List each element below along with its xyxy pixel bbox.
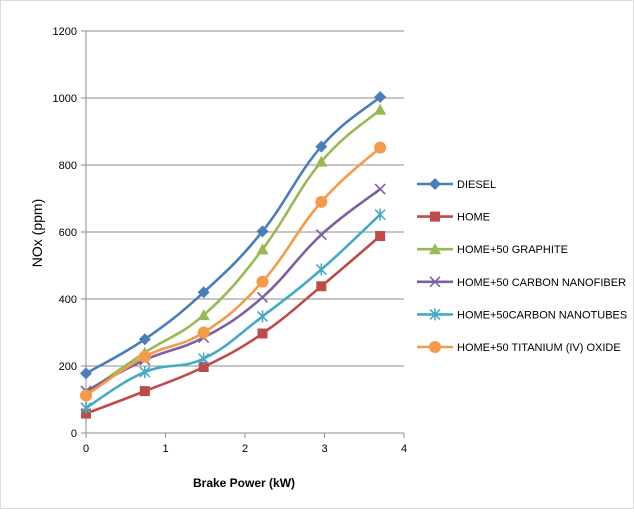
y-tick-label: 1200 — [53, 26, 77, 38]
series-5 — [80, 141, 387, 402]
y-tick-label: 200 — [59, 361, 77, 373]
legend-marker — [429, 308, 441, 321]
data-point — [139, 386, 150, 397]
data-point — [197, 309, 210, 321]
series-0 — [80, 90, 387, 380]
x-axis-title: Brake Power (kW) — [193, 476, 295, 490]
x-tick-label: 2 — [242, 443, 248, 455]
data-point — [256, 275, 269, 288]
data-point — [375, 231, 386, 242]
legend-marker — [430, 211, 440, 222]
series-line — [84, 213, 382, 410]
data-point — [256, 291, 269, 303]
series-4 — [80, 208, 386, 414]
data-point — [315, 140, 328, 153]
legend-marker — [429, 341, 441, 353]
legend-item: HOME+50 TITANIUM (IV) OXIDE — [417, 341, 621, 354]
y-tick-label: 600 — [59, 227, 77, 239]
data-point — [374, 183, 386, 195]
data-point — [315, 263, 327, 276]
legend-item: HOME+50CARBON NANOTUBES — [417, 308, 627, 321]
data-point — [315, 155, 328, 167]
y-tick-label: 1000 — [53, 93, 77, 105]
y-tick-label: 400 — [59, 294, 77, 306]
data-point — [197, 326, 210, 339]
data-point — [316, 281, 327, 292]
data-point — [256, 225, 269, 238]
legend-item: HOME+50 CARBON NANOFIBER — [417, 276, 626, 289]
data-point — [80, 367, 92, 380]
data-point — [256, 310, 269, 323]
legend-item: DIESEL — [417, 178, 496, 191]
data-point — [198, 352, 210, 365]
data-point — [80, 389, 92, 402]
legend-marker — [429, 178, 441, 190]
legend-item: HOME+50 GRAPHITE — [417, 243, 568, 256]
data-point — [374, 141, 387, 154]
data-point — [138, 350, 151, 363]
data-point — [80, 401, 92, 414]
data-point — [197, 286, 210, 299]
data-point — [374, 208, 386, 221]
x-tick-label: 3 — [321, 443, 327, 455]
y-tick-label: 800 — [59, 160, 77, 172]
legend-label: DIESEL — [457, 179, 496, 191]
legend-item: HOME — [417, 211, 490, 224]
legend-marker — [429, 243, 441, 255]
legend-label: HOME+50 GRAPHITE — [457, 244, 568, 256]
data-point — [256, 243, 269, 255]
data-point — [198, 362, 209, 373]
legend-label: HOME — [457, 212, 490, 224]
data-point — [374, 103, 387, 115]
axes: 0 200 400 600 800 1000 1200 0 1 2 3 4 — [53, 26, 408, 455]
legend-label: HOME+50 TITANIUM (IV) OXIDE — [457, 342, 621, 354]
data-point — [138, 333, 151, 346]
legend-label: HOME+50CARBON NANOTUBES — [457, 309, 627, 321]
x-tick-label: 4 — [401, 443, 407, 455]
legend: DIESEL HOME HOME+50 GRAPHITE HOME+50 CARBON… — [417, 178, 627, 354]
y-axis-title: NOx (ppm) — [29, 199, 45, 267]
legend-marker — [429, 276, 441, 288]
x-tick-label: 0 — [83, 443, 89, 455]
data-point — [374, 90, 387, 103]
y-tick-label: 0 — [71, 428, 77, 440]
data-point — [315, 195, 328, 208]
data-point — [257, 328, 268, 339]
data-point — [139, 366, 151, 379]
legend-label: HOME+50 CARBON NANOFIBER — [457, 277, 626, 289]
data-point — [315, 229, 327, 241]
plot-series — [80, 90, 387, 419]
x-tick-label: 1 — [162, 443, 168, 455]
